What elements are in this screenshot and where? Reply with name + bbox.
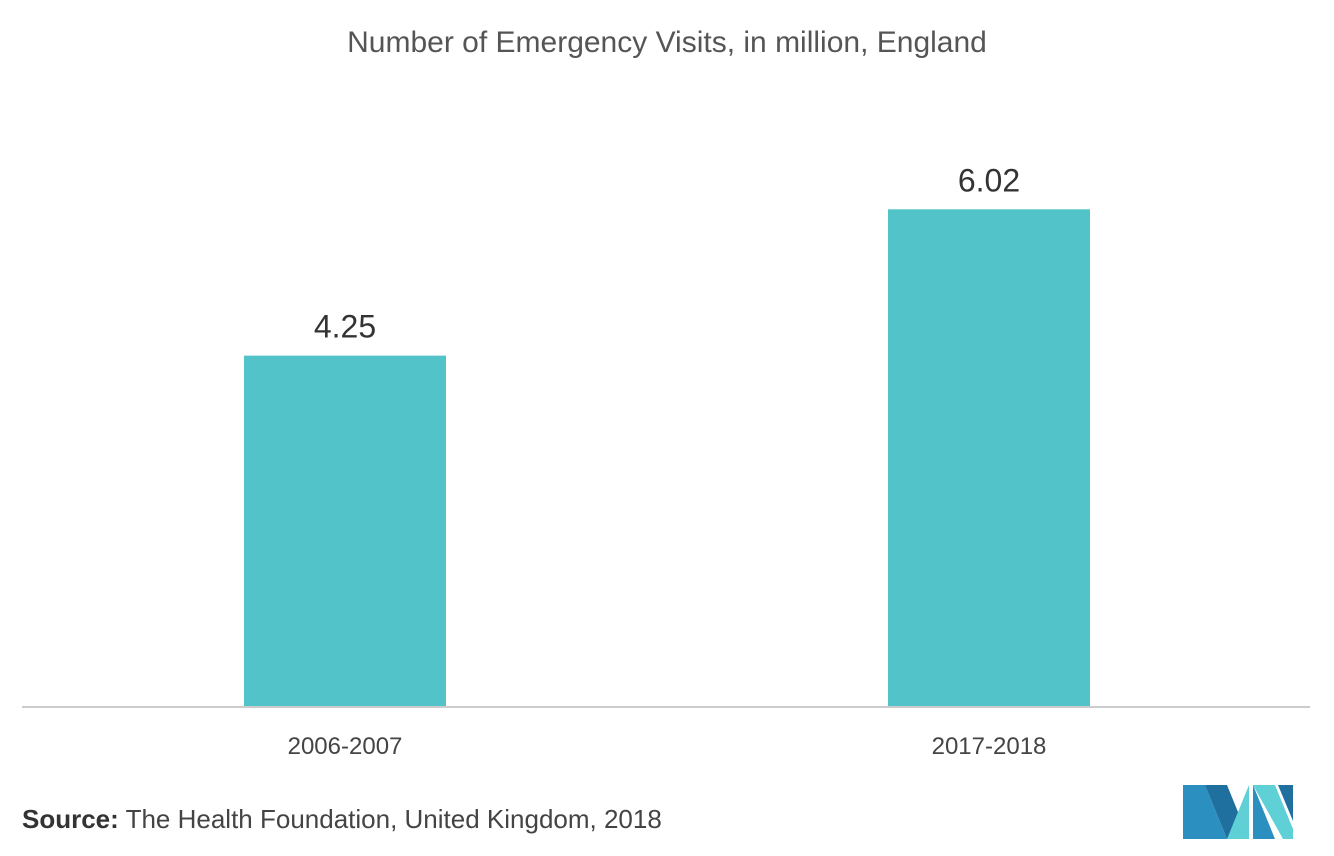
data-label-2017-2018: 6.02 (958, 162, 1020, 198)
x-tick-label-2017-2018: 2017-2018 (932, 733, 1047, 760)
x-tick-label-2006-2007: 2006-2007 (288, 733, 403, 760)
source-note: Source: The Health Foundation, United Ki… (22, 804, 662, 835)
source-label: Source: (22, 804, 119, 834)
mordor-logo-icon (1183, 785, 1293, 839)
source-text: The Health Foundation, United Kingdom, 2… (125, 804, 662, 834)
bar-chart: Number of Emergency Visits, in million, … (22, 26, 1310, 760)
bars-group (244, 209, 1090, 707)
bar-2017-2018 (888, 209, 1090, 707)
bar-2006-2007 (244, 355, 446, 707)
labels-group: 4.25 2006-2007 6.02 2017-2018 (288, 162, 1047, 760)
data-label-2006-2007: 4.25 (314, 309, 376, 345)
chart-title: Number of Emergency Visits, in million, … (347, 26, 987, 59)
